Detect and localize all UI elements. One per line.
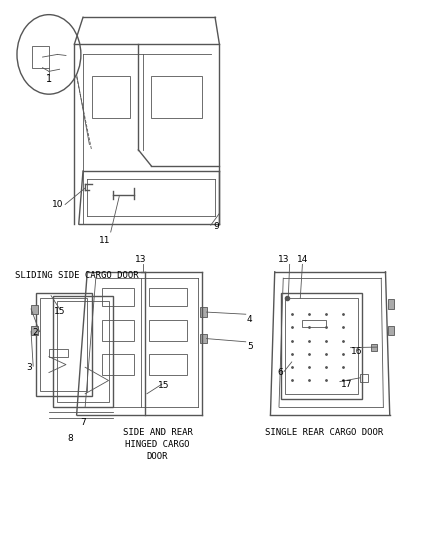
Bar (102, 354, 134, 375)
Text: 6: 6 (278, 368, 283, 377)
Bar (102, 319, 134, 341)
Text: 3: 3 (26, 363, 32, 372)
Bar (53, 296, 113, 407)
Bar (31, 305, 38, 314)
Bar (149, 354, 187, 375)
Text: 7: 7 (80, 418, 86, 426)
Bar (149, 319, 187, 341)
Bar (36, 293, 92, 397)
Text: 2: 2 (33, 328, 38, 337)
Bar (92, 76, 130, 118)
Text: 5: 5 (247, 342, 253, 351)
Text: 10: 10 (52, 200, 64, 209)
Text: 1: 1 (46, 74, 52, 84)
Text: SLIDING SIDE CARGO DOOR: SLIDING SIDE CARGO DOOR (15, 271, 138, 280)
Bar (31, 326, 38, 335)
Bar (57, 301, 109, 402)
Text: 8: 8 (67, 433, 73, 442)
Text: 16: 16 (351, 347, 363, 356)
Bar (281, 293, 362, 399)
Text: 15: 15 (158, 381, 170, 390)
Text: SINGLE REAR CARGO DOOR: SINGLE REAR CARGO DOOR (265, 428, 383, 437)
Bar (388, 326, 395, 335)
Text: 13: 13 (135, 255, 146, 264)
Bar (32, 46, 49, 68)
Text: 9: 9 (213, 222, 219, 231)
Bar (360, 374, 367, 382)
Text: 13: 13 (278, 255, 290, 264)
Text: 11: 11 (99, 236, 110, 245)
Bar (302, 319, 326, 327)
Text: 14: 14 (297, 255, 308, 264)
Text: SIDE AND REAR
HINGED CARGO
DOOR: SIDE AND REAR HINGED CARGO DOOR (123, 428, 193, 461)
Bar (200, 334, 207, 343)
Bar (102, 288, 134, 306)
Bar (200, 308, 207, 317)
Bar (149, 288, 187, 306)
Text: 15: 15 (54, 307, 65, 316)
Bar (286, 298, 358, 394)
Text: 17: 17 (341, 379, 352, 389)
Text: 4: 4 (247, 315, 253, 324)
Bar (40, 298, 87, 391)
Bar (49, 349, 68, 357)
Bar (371, 344, 378, 351)
Bar (388, 300, 395, 309)
Bar (151, 76, 202, 118)
